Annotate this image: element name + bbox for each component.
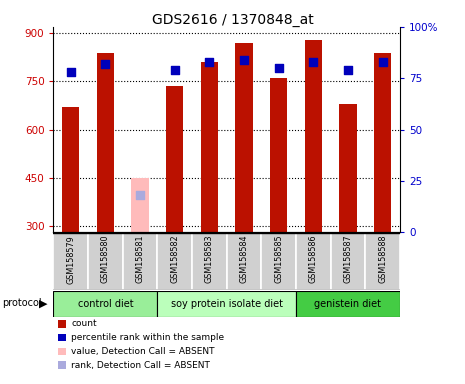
Text: GSM158579: GSM158579 [66, 235, 75, 283]
Bar [192, 233, 227, 290]
Bar [365, 233, 400, 290]
Text: GSM158582: GSM158582 [170, 235, 179, 283]
Bar [132, 178, 149, 232]
Point [206, 59, 213, 65]
Point [344, 67, 352, 73]
Text: protocol: protocol [2, 298, 42, 308]
Bar [53, 233, 88, 290]
Bar [166, 86, 183, 232]
Point [310, 59, 317, 65]
Bar [157, 233, 192, 290]
Point [240, 57, 248, 63]
Text: GSM158585: GSM158585 [274, 235, 283, 283]
Bar [374, 53, 391, 232]
Text: GSM158587: GSM158587 [344, 235, 352, 283]
Bar [339, 104, 357, 232]
Text: control diet: control diet [78, 299, 133, 309]
Text: GSM158584: GSM158584 [239, 235, 248, 283]
Bar [157, 291, 296, 317]
Text: value, Detection Call = ABSENT: value, Detection Call = ABSENT [71, 347, 215, 356]
Bar [261, 233, 296, 290]
Text: percentile rank within the sample: percentile rank within the sample [71, 333, 224, 342]
Bar [123, 233, 157, 290]
Bar [305, 40, 322, 232]
Text: soy protein isolate diet: soy protein isolate diet [171, 299, 283, 309]
Bar [53, 291, 157, 317]
Text: GSM158586: GSM158586 [309, 235, 318, 283]
Text: genistein diet: genistein diet [314, 299, 381, 309]
Bar [97, 53, 114, 232]
Bar [201, 62, 218, 232]
Text: GSM158581: GSM158581 [136, 235, 145, 283]
Bar [88, 233, 123, 290]
Point [275, 65, 282, 71]
Text: rank, Detection Call = ABSENT: rank, Detection Call = ABSENT [71, 361, 210, 370]
Text: count: count [71, 319, 97, 328]
Point [102, 61, 109, 67]
Point [379, 59, 386, 65]
Bar [270, 78, 287, 232]
Bar [331, 233, 365, 290]
Bar [62, 107, 80, 232]
Text: GSM158580: GSM158580 [101, 235, 110, 283]
Text: ▶: ▶ [39, 298, 47, 308]
Bar [296, 291, 400, 317]
Point [171, 67, 179, 73]
Bar [235, 43, 252, 232]
Text: GDS2616 / 1370848_at: GDS2616 / 1370848_at [152, 13, 313, 27]
Text: GSM158583: GSM158583 [205, 235, 214, 283]
Text: GSM158588: GSM158588 [378, 235, 387, 283]
Bar [227, 233, 261, 290]
Bar [296, 233, 331, 290]
Point [136, 192, 144, 199]
Point [67, 69, 74, 75]
